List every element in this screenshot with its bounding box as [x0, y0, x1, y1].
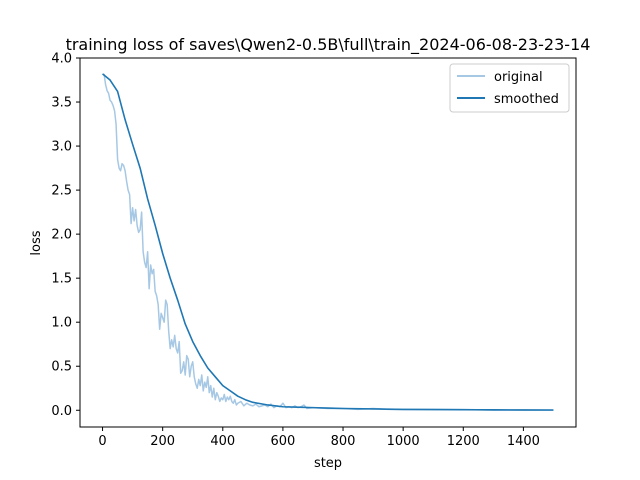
y-axis-label: loss [29, 230, 44, 255]
series-line-smoothed [102, 73, 554, 411]
x-tick-label: 0 [98, 434, 106, 449]
series-line-original [103, 73, 554, 412]
x-tick-label: 1000 [387, 434, 420, 449]
y-tick-label: 2.0 [51, 228, 72, 243]
y-tick-label: 1.0 [51, 316, 72, 331]
y-tick-label: 3.5 [51, 96, 72, 111]
x-tick-label: 800 [331, 434, 356, 449]
y-tick-label: 2.5 [51, 184, 72, 199]
chart-title: training loss of saves\Qwen2-0.5B\full\t… [66, 35, 591, 55]
x-tick-label: 1400 [507, 434, 540, 449]
y-tick-label: 0.5 [51, 360, 72, 375]
x-tick-label: 600 [270, 434, 295, 449]
y-tick-label: 3.0 [51, 140, 72, 155]
y-tick-label: 1.5 [51, 272, 72, 287]
plot-area [102, 73, 554, 412]
x-tick-label: 200 [150, 434, 175, 449]
x-axis: 0 200 400 600 800 1000 1200 1400 [98, 427, 540, 449]
legend-label-smoothed: smoothed [494, 92, 559, 107]
x-tick-label: 400 [210, 434, 235, 449]
legend: original smoothed [449, 63, 570, 113]
y-tick-label: 4.0 [51, 52, 72, 67]
x-axis-label: step [314, 456, 342, 471]
y-axis: 0.0 0.5 1.0 1.5 2.0 2.5 3.0 3.5 4.0 [51, 52, 80, 419]
legend-label-original: original [494, 70, 543, 85]
x-tick-label: 1200 [447, 434, 480, 449]
y-tick-label: 0.0 [51, 404, 72, 419]
axes-frame [79, 57, 577, 428]
